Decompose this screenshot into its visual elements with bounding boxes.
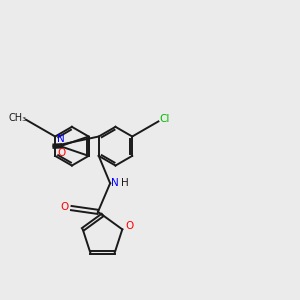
- Text: O: O: [57, 148, 65, 158]
- Text: CH₃: CH₃: [9, 113, 27, 123]
- Text: N: N: [57, 134, 65, 144]
- Text: O: O: [60, 202, 68, 212]
- Text: Cl: Cl: [159, 114, 170, 124]
- Text: O: O: [125, 220, 133, 231]
- Text: H: H: [121, 178, 128, 188]
- Text: N: N: [111, 178, 119, 188]
